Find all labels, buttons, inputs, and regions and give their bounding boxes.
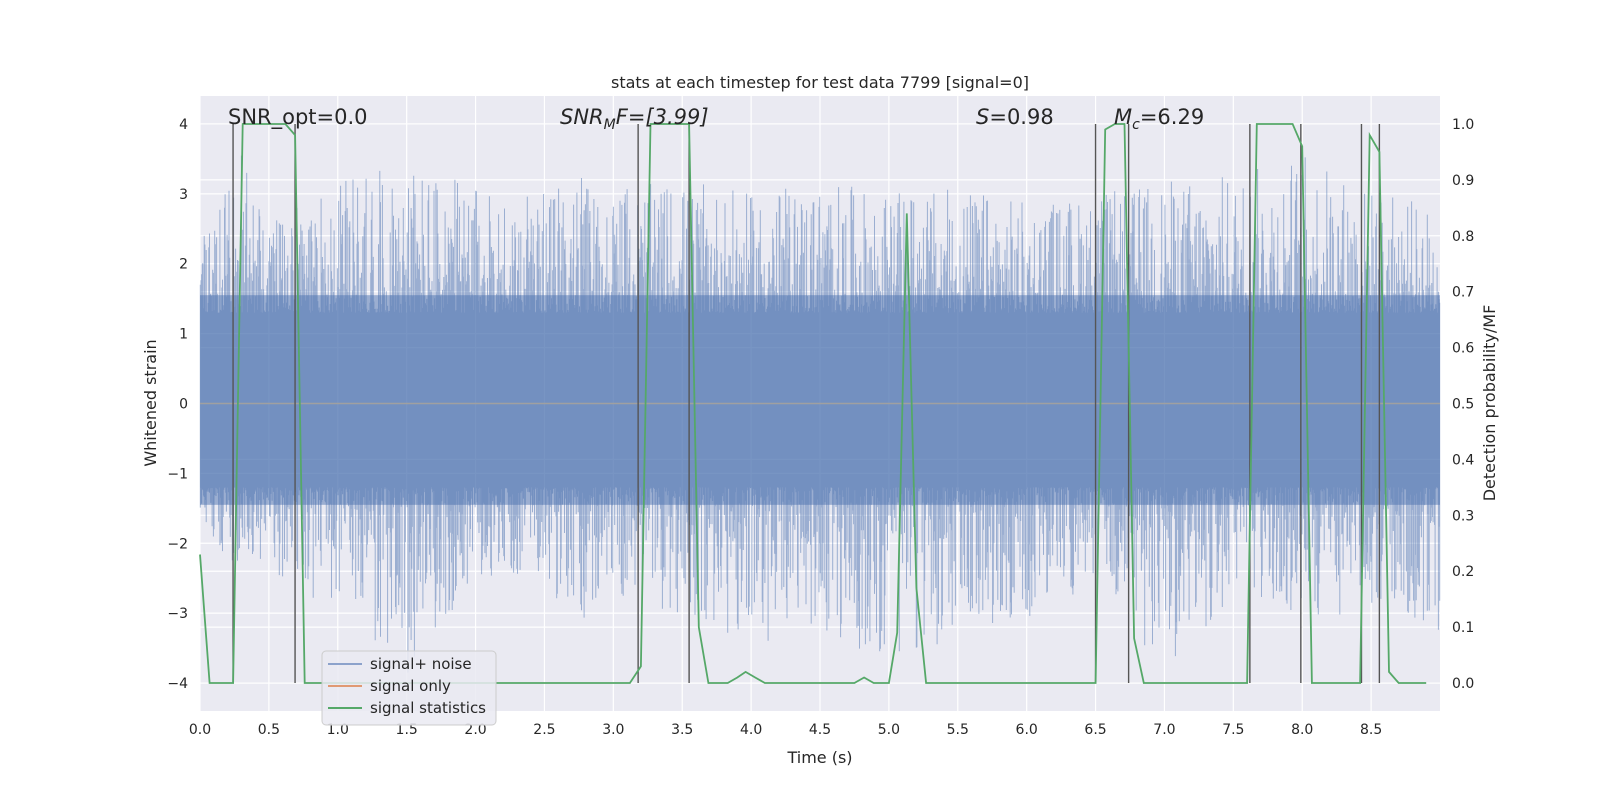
y2-tick-label-7: 0.7 — [1452, 285, 1474, 301]
legend-label-statistics: signal statistics — [370, 699, 486, 717]
signal-statistics-line — [199, 123, 1427, 684]
noise-trace-path — [199, 155, 1441, 673]
annotation-mc-sub: c — [1132, 117, 1140, 133]
x-tick-label-7: 3.5 — [671, 722, 693, 738]
annotation-snr-mf-sub: M — [604, 117, 616, 133]
annotation-s: S=0.98 — [976, 105, 1054, 129]
y-tick-label-5: 1 — [179, 327, 188, 343]
annotation-snr-mf-main: SNR — [560, 105, 604, 129]
x-tick-label-6: 3.0 — [602, 722, 624, 738]
y2-tick-label-0: 0.0 — [1452, 676, 1474, 692]
legend-box — [321, 650, 497, 726]
legend: signal+ noise signal only signal statist… — [321, 650, 497, 726]
legend-label-signal-only: signal only — [370, 677, 451, 695]
x-tick-label-2: 1.0 — [327, 722, 349, 738]
y-tick-label-4: 0 — [179, 397, 188, 413]
y-tick-label-2: −2 — [167, 536, 188, 552]
legend-label-noise: signal+ noise — [370, 655, 472, 673]
noise-series — [199, 155, 1441, 673]
annotation-snr-mf: SNRMF=[3.99] — [560, 105, 709, 133]
x-tick-label-5: 2.5 — [533, 722, 555, 738]
annotation-snr-mf-rest: F=[3.99] — [616, 105, 709, 129]
annotation-mc-symbol: M — [1114, 105, 1132, 129]
y-tick-label-0: −4 — [167, 676, 188, 692]
y2-tick-label-8: 0.8 — [1452, 229, 1474, 245]
x-tick-label-11: 5.5 — [947, 722, 969, 738]
y2-tick-label-10: 1.0 — [1452, 117, 1474, 133]
y2-tick-label-6: 0.6 — [1452, 341, 1474, 357]
x-tick-label-3: 1.5 — [396, 722, 418, 738]
y-axis-label: Whitened strain — [141, 339, 160, 466]
y2-tick-label-2: 0.2 — [1452, 564, 1474, 580]
y2-tick-label-9: 0.9 — [1452, 173, 1474, 189]
y2-axis-label: Detection probability/MF — [1480, 305, 1499, 502]
annotation-mc: Mc=6.29 — [1114, 105, 1204, 133]
y2-tick-label-1: 0.1 — [1452, 620, 1474, 636]
annotation-mc-value: =6.29 — [1140, 105, 1204, 129]
x-tick-label-14: 7.0 — [1153, 722, 1175, 738]
y-tick-label-3: −1 — [167, 466, 188, 482]
x-tick-label-8: 4.0 — [740, 722, 762, 738]
annotation-snr-opt: SNR_opt=0.0 — [228, 105, 368, 130]
x-axis-label: Time (s) — [786, 748, 852, 767]
x-tick-label-17: 8.5 — [1360, 722, 1382, 738]
x-tick-label-12: 6.0 — [1016, 722, 1038, 738]
y-axis-ticks: −4 −3 −2 −1 0 1 2 3 4 — [167, 117, 188, 692]
x-tick-label-13: 6.5 — [1084, 722, 1106, 738]
y2-axis-ticks: 0.0 0.1 0.2 0.3 0.4 0.5 0.6 0.7 0.8 0.9 1.0 — [1452, 117, 1474, 692]
y-tick-label-6: 2 — [179, 257, 188, 273]
y2-tick-label-5: 0.5 — [1452, 397, 1474, 413]
y2-tick-label-4: 0.4 — [1452, 452, 1474, 468]
y-tick-label-1: −3 — [167, 606, 188, 622]
y-tick-label-8: 4 — [179, 117, 188, 133]
x-tick-label-16: 8.0 — [1291, 722, 1313, 738]
chart-title: stats at each timestep for test data 779… — [611, 73, 1029, 92]
x-tick-label-1: 0.5 — [258, 722, 280, 738]
x-tick-label-10: 5.0 — [878, 722, 900, 738]
x-tick-label-0: 0.0 — [189, 722, 211, 738]
y-tick-label-7: 3 — [179, 187, 188, 203]
x-axis-ticks: 0.0 0.5 1.0 1.5 2.0 2.5 3.0 3.5 4.0 4.5 5.0 5.5 6.0 6… — [189, 722, 1382, 738]
x-tick-label-9: 4.5 — [809, 722, 831, 738]
x-tick-label-4: 2.0 — [464, 722, 486, 738]
y2-tick-label-3: 0.3 — [1452, 508, 1474, 524]
annotation-s-symbol: S — [976, 105, 989, 129]
x-tick-label-15: 7.5 — [1222, 722, 1244, 738]
annotation-s-value: =0.98 — [989, 105, 1053, 129]
